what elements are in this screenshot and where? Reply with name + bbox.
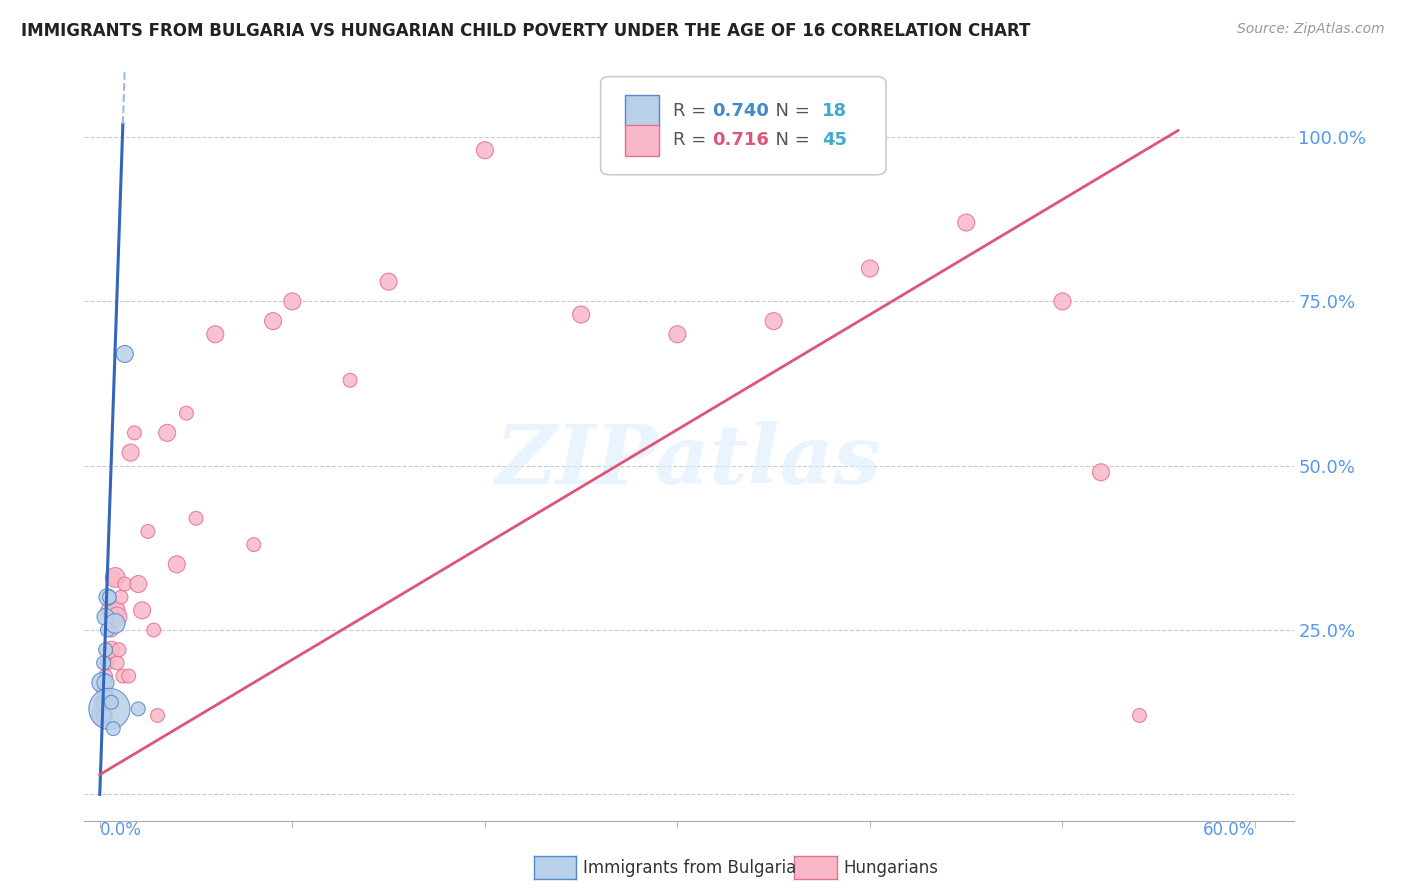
Point: [127, 577, 149, 591]
Point: [100, 695, 122, 709]
Text: N =: N =: [763, 102, 815, 120]
Point: [93, 695, 115, 709]
Point: [104, 616, 127, 631]
Point: [93, 708, 115, 723]
Point: [146, 708, 169, 723]
Point: [762, 314, 785, 328]
Point: [1052, 294, 1074, 309]
Point: [94, 669, 117, 683]
Point: [184, 511, 207, 525]
Point: [104, 570, 127, 584]
Text: 60.0%: 60.0%: [1202, 821, 1256, 838]
Text: Hungarians: Hungarians: [844, 859, 939, 877]
Point: [104, 603, 127, 617]
Text: R =: R =: [673, 102, 713, 120]
Text: R =: R =: [673, 131, 713, 149]
Text: 0.740: 0.740: [711, 102, 769, 120]
Point: [114, 347, 136, 361]
Point: [377, 275, 399, 289]
Point: [90, 708, 112, 723]
Point: [131, 603, 153, 617]
Point: [166, 558, 188, 572]
Point: [142, 623, 165, 637]
Point: [94, 675, 117, 690]
Point: [859, 261, 882, 276]
Point: [103, 570, 125, 584]
Point: [98, 590, 121, 604]
Point: [127, 702, 149, 716]
Point: [105, 656, 128, 670]
Point: [94, 610, 117, 624]
Point: [339, 373, 361, 387]
Point: [90, 695, 112, 709]
Point: [156, 425, 179, 440]
FancyBboxPatch shape: [600, 77, 886, 175]
Text: 45: 45: [823, 131, 846, 149]
FancyBboxPatch shape: [624, 95, 659, 127]
Point: [204, 327, 226, 342]
Point: [108, 642, 131, 657]
Point: [117, 669, 139, 683]
Text: 18: 18: [823, 102, 846, 120]
Point: [96, 623, 118, 637]
Point: [176, 406, 198, 420]
Point: [93, 656, 115, 670]
Text: ZIPatlas: ZIPatlas: [496, 421, 882, 501]
Point: [111, 669, 134, 683]
Text: 0.0%: 0.0%: [100, 821, 142, 838]
Point: [955, 215, 977, 229]
Point: [96, 656, 118, 670]
Point: [94, 642, 117, 657]
Text: 0.716: 0.716: [711, 131, 769, 149]
Point: [281, 294, 304, 309]
Point: [124, 425, 146, 440]
Point: [93, 682, 115, 697]
Point: [1128, 708, 1150, 723]
Point: [90, 675, 112, 690]
Point: [243, 538, 266, 552]
Point: [100, 642, 122, 657]
Point: [666, 327, 689, 342]
Point: [569, 308, 592, 322]
Point: [474, 143, 496, 157]
Point: [1090, 465, 1112, 479]
Point: [105, 610, 128, 624]
Point: [96, 689, 118, 703]
Point: [98, 702, 121, 716]
Point: [120, 445, 142, 459]
Text: IMMIGRANTS FROM BULGARIA VS HUNGARIAN CHILD POVERTY UNDER THE AGE OF 16 CORRELAT: IMMIGRANTS FROM BULGARIA VS HUNGARIAN CH…: [21, 22, 1031, 40]
Point: [96, 590, 118, 604]
Point: [262, 314, 284, 328]
Point: [94, 708, 117, 723]
Point: [100, 623, 122, 637]
Point: [103, 722, 125, 736]
Point: [114, 577, 136, 591]
Point: [98, 603, 121, 617]
Text: Immigrants from Bulgaria: Immigrants from Bulgaria: [583, 859, 797, 877]
Point: [136, 524, 159, 539]
Point: [94, 689, 117, 703]
FancyBboxPatch shape: [624, 125, 659, 156]
Point: [110, 590, 132, 604]
Text: Source: ZipAtlas.com: Source: ZipAtlas.com: [1237, 22, 1385, 37]
Text: N =: N =: [763, 131, 815, 149]
